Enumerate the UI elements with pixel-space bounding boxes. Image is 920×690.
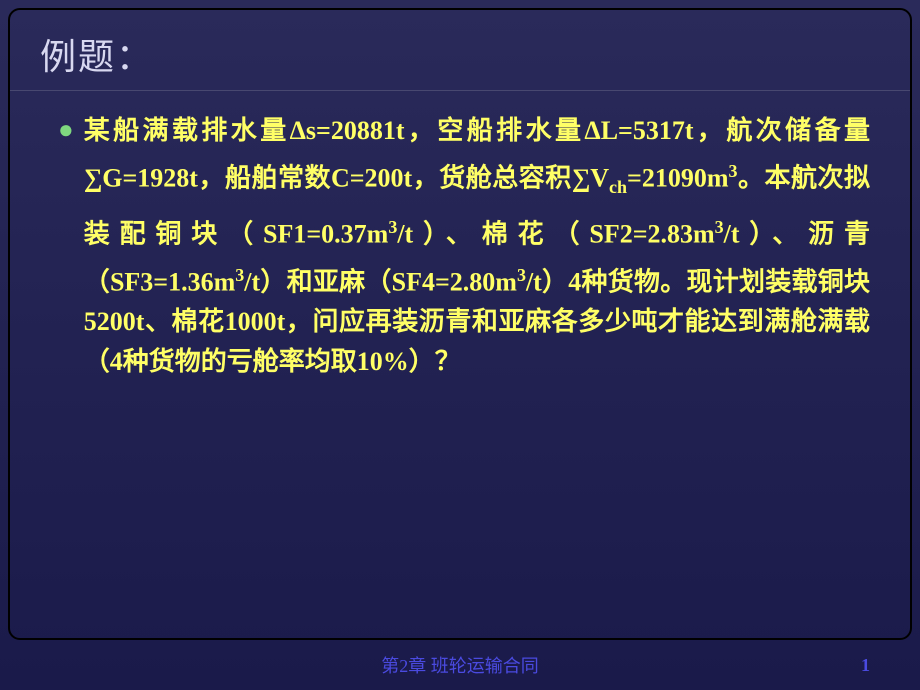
- page-number: 1: [861, 655, 870, 676]
- slide-frame: 例题： ● 某船满载排水量Δs=20881t，空船排水量ΔL=5317t，航次储…: [8, 8, 912, 640]
- footer: 第2章 班轮运输合同 1: [0, 652, 920, 678]
- content-section: ● 某船满载排水量Δs=20881t，空船排水量ΔL=5317t，航次储备量∑G…: [10, 91, 910, 402]
- bullet-row: ● 某船满载排水量Δs=20881t，空船排水量ΔL=5317t，航次储备量∑G…: [58, 111, 870, 382]
- title-section: 例题：: [10, 10, 910, 91]
- body-text: 某船满载排水量Δs=20881t，空船排水量ΔL=5317t，航次储备量∑G=1…: [84, 111, 870, 382]
- footer-chapter: 第2章 班轮运输合同: [381, 652, 539, 678]
- slide-title: 例题：: [40, 28, 880, 80]
- bullet-icon: ●: [58, 111, 74, 149]
